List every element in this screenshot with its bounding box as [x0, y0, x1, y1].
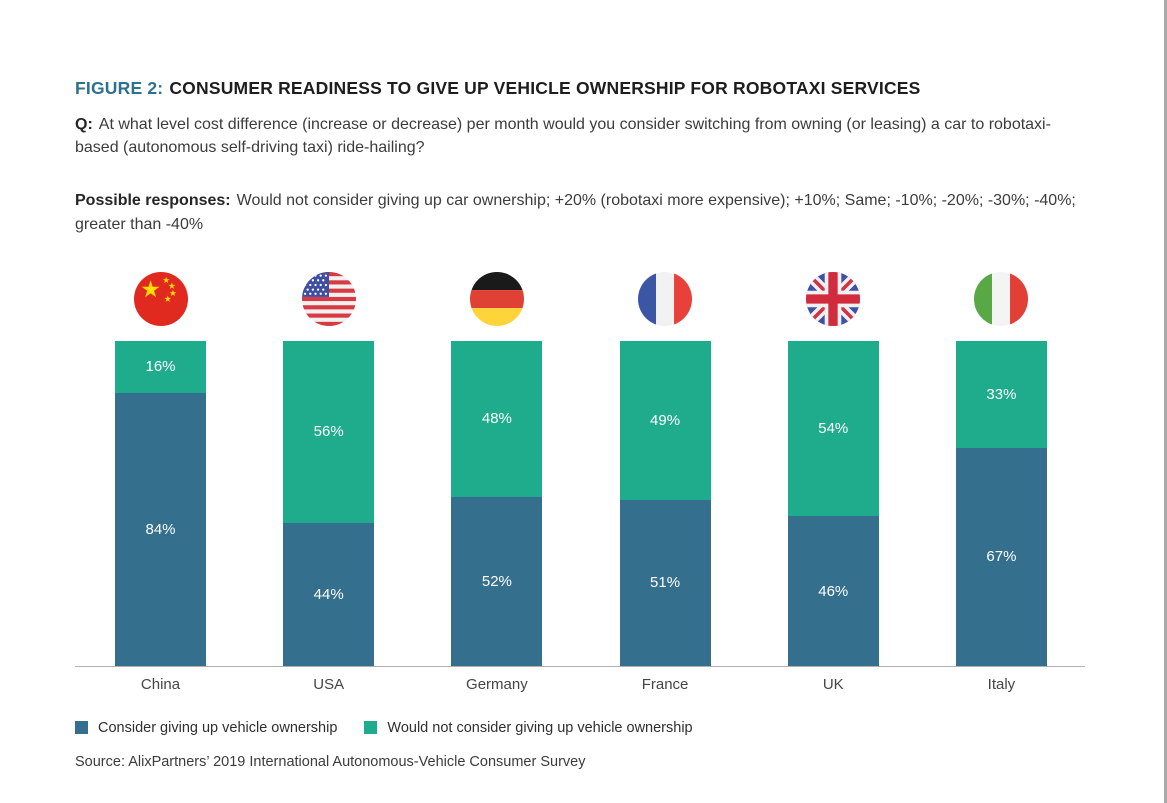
bar-column-france: 49% 51% — [619, 271, 711, 666]
country-label-uk: UK — [822, 675, 844, 693]
stacked-bar-chart: 16% 84% — [75, 271, 1085, 770]
legend-swatch — [75, 721, 88, 735]
bar-value-label: 51% — [650, 574, 681, 592]
bar-value-label: 52% — [481, 572, 512, 590]
legend-item: Would not consider giving up vehicle own… — [364, 719, 693, 736]
bar-segment-would-not-consider: 33% — [955, 340, 1047, 448]
bar-column-usa: 56% 44% — [283, 271, 375, 666]
bar-value-label: 84% — [145, 520, 176, 538]
responses-body: Would not consider giving up car ownersh… — [75, 192, 1076, 233]
france-flag-icon — [638, 271, 693, 326]
country-label-usa: USA — [313, 675, 345, 693]
stacked-bar: 56% 44% — [283, 340, 375, 666]
country-label-france: France — [641, 675, 689, 693]
italy-flag-icon — [974, 271, 1029, 326]
figure-title: CONSUMER READINESS TO GIVE UP VEHICLE OW… — [169, 78, 921, 98]
country-label-china: China — [140, 675, 181, 693]
france-flag-icon — [638, 271, 693, 326]
bar-segment-would-not-consider: 48% — [451, 340, 543, 497]
bar-value-label: 67% — [986, 548, 1017, 566]
china-flag-icon — [133, 271, 188, 326]
bar-value-label: 46% — [818, 582, 849, 600]
question-text: Q: At what level cost difference (increas… — [75, 113, 1085, 159]
figure-title-row: FIGURE 2: CONSUMER READINESS TO GIVE UP V… — [75, 78, 1085, 99]
bar-segment-consider: 46% — [787, 516, 879, 666]
germany-flag-icon — [469, 271, 524, 326]
legend-swatch — [364, 721, 378, 735]
legend-item: Consider giving up vehicle ownership — [75, 720, 337, 736]
bar-segment-consider: 44% — [283, 522, 375, 666]
bar-column-germany: 48% 52% — [451, 271, 543, 666]
bar-segment-would-not-consider: 56% — [283, 340, 375, 523]
chart-bars-row: 16% 84% — [75, 271, 1085, 667]
germany-flag-icon — [469, 271, 524, 326]
stacked-bar: 49% 51% — [619, 340, 711, 666]
bar-value-label: 56% — [313, 423, 344, 441]
stacked-bar: 48% 52% — [451, 340, 543, 666]
bar-segment-consider: 84% — [115, 392, 206, 666]
bar-value-label: 44% — [313, 585, 344, 603]
question-label: Q: — [75, 116, 93, 133]
italy-flag-icon — [974, 271, 1029, 326]
bar-column-uk: 54% 46% — [787, 271, 879, 666]
bar-value-label: 48% — [481, 410, 512, 428]
chart-labels-row: China USA Germany France UK Italy — [75, 676, 1085, 693]
china-flag-icon — [133, 271, 188, 326]
bar-value-label: 54% — [818, 420, 849, 437]
question-body: At what level cost difference (increase … — [75, 116, 1051, 157]
bar-value-label: 16% — [145, 358, 176, 376]
stacked-bar: 54% 46% — [787, 340, 879, 666]
bar-segment-consider: 51% — [619, 500, 711, 666]
chart-legend: Consider giving up vehicle ownership Wou… — [75, 720, 1085, 736]
legend-label: Would not consider giving up vehicle own… — [387, 719, 693, 736]
country-label-italy: Italy — [987, 675, 1016, 693]
country-label-germany: Germany — [466, 675, 528, 693]
bar-column-italy: 33% 67% — [955, 271, 1047, 666]
bar-segment-would-not-consider: 49% — [619, 340, 711, 500]
usa-flag-icon — [301, 271, 356, 326]
bar-value-label: 49% — [650, 411, 681, 429]
figure-content: FIGURE 2: CONSUMER READINESS TO GIVE UP V… — [75, 78, 1085, 770]
responses-label: Possible responses: — [75, 192, 231, 210]
bar-segment-consider: 52% — [451, 496, 543, 666]
bar-segment-would-not-consider: 16% — [115, 340, 206, 393]
responses-text: Possible responses: Would not consider gi… — [75, 189, 1085, 235]
source-text: Source: AlixPartners’ 2019 International… — [75, 753, 586, 770]
figure-label: FIGURE 2: — [75, 78, 164, 98]
bar-value-label: 33% — [986, 385, 1017, 403]
page-edge-line — [1164, 0, 1167, 803]
stacked-bar: 16% 84% — [115, 340, 206, 666]
uk-flag-icon — [806, 271, 861, 326]
stacked-bar: 33% 67% — [955, 340, 1047, 666]
usa-flag-icon — [301, 271, 356, 326]
bar-column-china: 16% 84% — [115, 271, 206, 666]
uk-flag-icon — [806, 271, 861, 326]
legend-label: Consider giving up vehicle ownership — [98, 719, 338, 736]
bar-segment-consider: 67% — [955, 448, 1047, 666]
bar-segment-would-not-consider: 54% — [787, 340, 879, 517]
